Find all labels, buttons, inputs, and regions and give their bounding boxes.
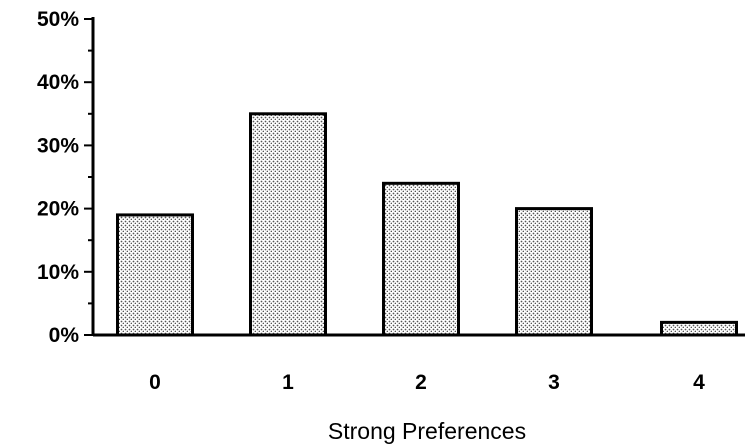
x-axis-title: Strong Preferences <box>328 418 526 444</box>
bar-0 <box>116 213 194 337</box>
bar-3 <box>515 207 593 337</box>
bar-2 <box>382 181 460 337</box>
x-category-label: 4 <box>693 371 705 394</box>
bars <box>116 112 738 337</box>
y-tick-label: 20% <box>37 198 79 221</box>
bar-4 <box>660 320 738 337</box>
y-tick-label: 50% <box>37 8 79 31</box>
y-tick-label: 30% <box>37 134 79 157</box>
bar-1 <box>249 112 327 337</box>
y-axis-tick-labels: 0% 10% 20% 30% 40% 50% <box>37 8 79 347</box>
y-tick-label: 40% <box>37 71 79 94</box>
y-tick-label: 10% <box>37 261 79 284</box>
x-category-label: 3 <box>548 371 560 394</box>
x-category-label: 2 <box>415 371 427 394</box>
x-axis-category-labels: 0 1 2 3 4 <box>149 371 705 394</box>
y-tick-label: 0% <box>49 324 80 347</box>
x-category-label: 0 <box>149 371 161 394</box>
x-category-label: 1 <box>282 371 294 394</box>
